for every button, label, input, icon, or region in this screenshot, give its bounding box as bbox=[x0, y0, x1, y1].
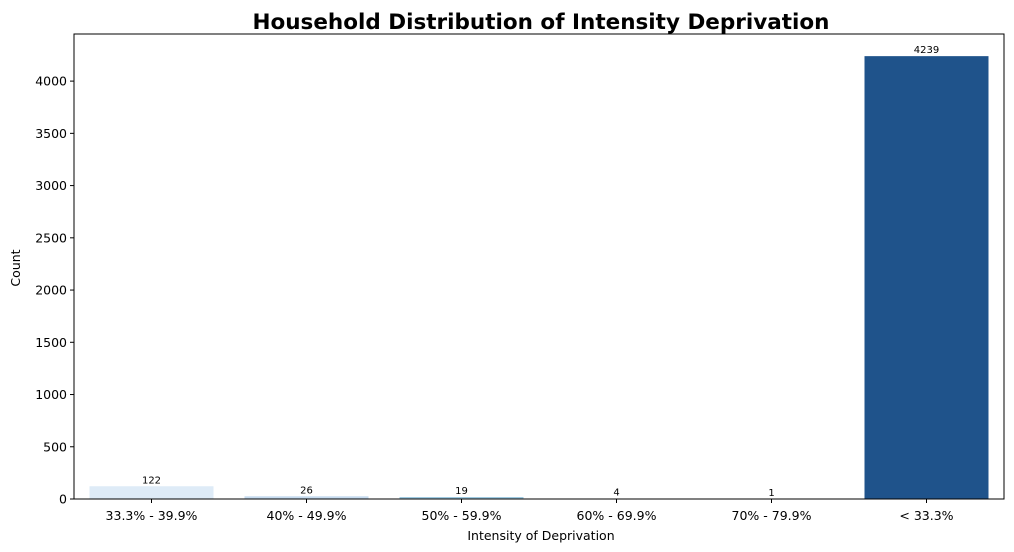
x-axis: 33.3% - 39.9% 40% - 49.9% 50% - 59.9% 60% -… bbox=[106, 499, 954, 523]
y-tick-label: 3000 bbox=[35, 178, 67, 193]
data-labels-group: 122 26 19 4 1 4239 bbox=[142, 45, 939, 499]
y-tick-label: 1000 bbox=[35, 387, 67, 402]
x-tick-label: 33.3% - 39.9% bbox=[106, 508, 198, 523]
bar-value-label: 4239 bbox=[914, 45, 939, 56]
bar bbox=[399, 497, 524, 499]
x-tick-label: 60% - 69.9% bbox=[577, 508, 657, 523]
bar bbox=[864, 56, 989, 500]
y-tick-label: 2000 bbox=[35, 283, 67, 298]
bar bbox=[89, 486, 214, 499]
bar-value-label: 4 bbox=[613, 488, 619, 499]
x-tick-label: 70% - 79.9% bbox=[732, 508, 812, 523]
bar-value-label: 19 bbox=[455, 486, 468, 497]
bar-value-label: 122 bbox=[142, 475, 161, 486]
y-tick-label: 3500 bbox=[35, 126, 67, 141]
bar-value-label: 26 bbox=[300, 485, 313, 496]
y-tick-label: 1500 bbox=[35, 335, 67, 350]
y-tick-label: 500 bbox=[43, 439, 67, 454]
x-axis-label: Intensity of Deprivation bbox=[467, 528, 614, 543]
bars-group bbox=[89, 56, 989, 500]
y-axis: 0 500 1000 1500 2000 2500 3000 3500 4000 bbox=[35, 74, 74, 507]
y-tick-label: 0 bbox=[59, 492, 67, 507]
chart-title: Household Distribution of Intensity Depr… bbox=[252, 10, 829, 35]
y-tick-label: 2500 bbox=[35, 230, 67, 245]
plot-frame bbox=[73, 33, 1005, 500]
y-axis-label: Count bbox=[8, 249, 23, 286]
bar bbox=[244, 496, 369, 499]
bar-value-label: 1 bbox=[768, 488, 774, 499]
x-tick-label: 40% - 49.9% bbox=[267, 508, 347, 523]
x-tick-label: < 33.3% bbox=[899, 508, 953, 523]
x-tick-label: 50% - 59.9% bbox=[422, 508, 502, 523]
y-tick-label: 4000 bbox=[35, 74, 67, 89]
